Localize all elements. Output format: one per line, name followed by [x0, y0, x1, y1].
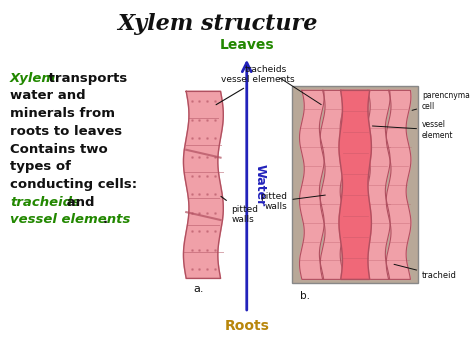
Text: minerals from: minerals from [10, 107, 115, 120]
Text: Xylem structure: Xylem structure [117, 13, 317, 36]
Text: Leaves: Leaves [219, 38, 274, 52]
Text: conducting cells:: conducting cells: [10, 178, 137, 191]
Text: tracheids: tracheids [10, 196, 80, 209]
Text: tracheids: tracheids [245, 65, 321, 105]
Text: parencnyma
cell: parencnyma cell [412, 91, 470, 111]
Text: b.: b. [300, 291, 310, 301]
Text: and: and [63, 196, 95, 209]
Polygon shape [183, 91, 223, 278]
Text: types of: types of [10, 160, 71, 173]
Text: pitted
walls: pitted walls [221, 196, 258, 224]
Polygon shape [320, 91, 345, 279]
Text: Roots: Roots [224, 319, 269, 333]
Text: tracheid: tracheid [394, 264, 457, 280]
Text: vessel elements: vessel elements [216, 75, 295, 105]
Polygon shape [386, 91, 411, 279]
Polygon shape [300, 91, 324, 279]
Polygon shape [365, 91, 390, 279]
Text: Xylem: Xylem [10, 72, 56, 85]
Text: transports: transports [45, 72, 128, 85]
Text: water and: water and [10, 89, 86, 102]
Text: roots to leaves: roots to leaves [10, 125, 122, 138]
Text: pitted
walls: pitted walls [260, 192, 325, 212]
Text: .: . [102, 213, 107, 226]
Text: vessel
element: vessel element [373, 120, 454, 140]
Polygon shape [339, 91, 372, 279]
Text: vessel elements: vessel elements [10, 213, 130, 226]
FancyBboxPatch shape [292, 87, 419, 283]
Text: a.: a. [193, 284, 204, 294]
Text: Contains two: Contains two [10, 143, 108, 155]
Text: Water: Water [254, 164, 267, 206]
